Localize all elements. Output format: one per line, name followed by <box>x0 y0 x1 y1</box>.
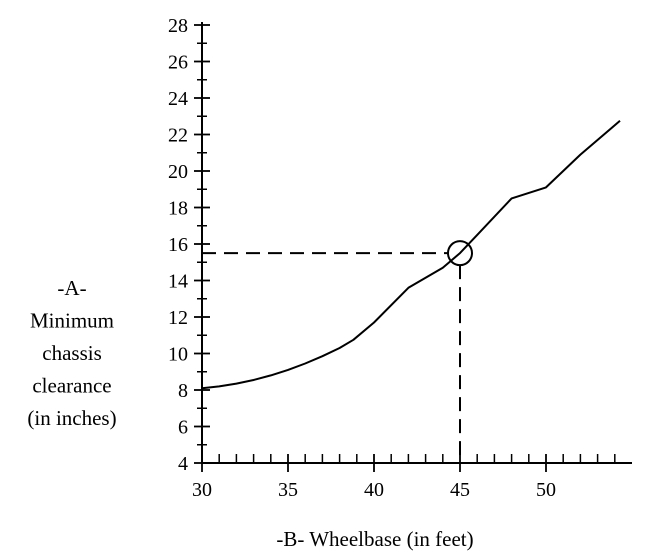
y-tick-label: 14 <box>168 271 188 293</box>
y-axis-title: -A- Minimum chassis clearance (in inches) <box>27 276 116 430</box>
y-axis-title-line: (in inches) <box>27 406 116 430</box>
y-tick-label: 8 <box>178 380 188 402</box>
x-tick-label: 30 <box>192 479 212 501</box>
y-tick-label: 16 <box>168 234 188 256</box>
y-tick-label: 12 <box>168 307 188 329</box>
y-axis-title-line: -A- <box>57 276 86 300</box>
x-tick-label: 45 <box>450 479 470 501</box>
y-tick-label: 28 <box>168 15 188 37</box>
y-tick-label: 10 <box>168 344 188 366</box>
plot-area: 4 6 8 10 12 14 16 18 20 22 24 26 28 30 35 40 45 50 <box>168 15 632 501</box>
x-tick-label: 40 <box>364 479 384 501</box>
y-tick-label: 24 <box>168 88 188 110</box>
y-tick-label: 26 <box>168 52 188 74</box>
y-tick-label: 4 <box>178 453 188 475</box>
x-tick-label: 35 <box>278 479 298 501</box>
x-tick-label: 50 <box>536 479 556 501</box>
reading-circle-marker <box>447 240 473 267</box>
y-tick-label: 20 <box>168 161 188 183</box>
y-tick-label: 6 <box>178 417 188 439</box>
clearance-curve <box>201 120 621 390</box>
y-axis-title-line: Minimum <box>30 309 114 333</box>
x-axis-title: -B- Wheelbase (in feet) <box>276 527 473 551</box>
y-axis-title-line: chassis <box>42 341 102 365</box>
y-tick-label: 22 <box>168 125 188 147</box>
y-axis-title-line: clearance <box>32 374 111 398</box>
y-tick-label: 18 <box>168 198 188 220</box>
